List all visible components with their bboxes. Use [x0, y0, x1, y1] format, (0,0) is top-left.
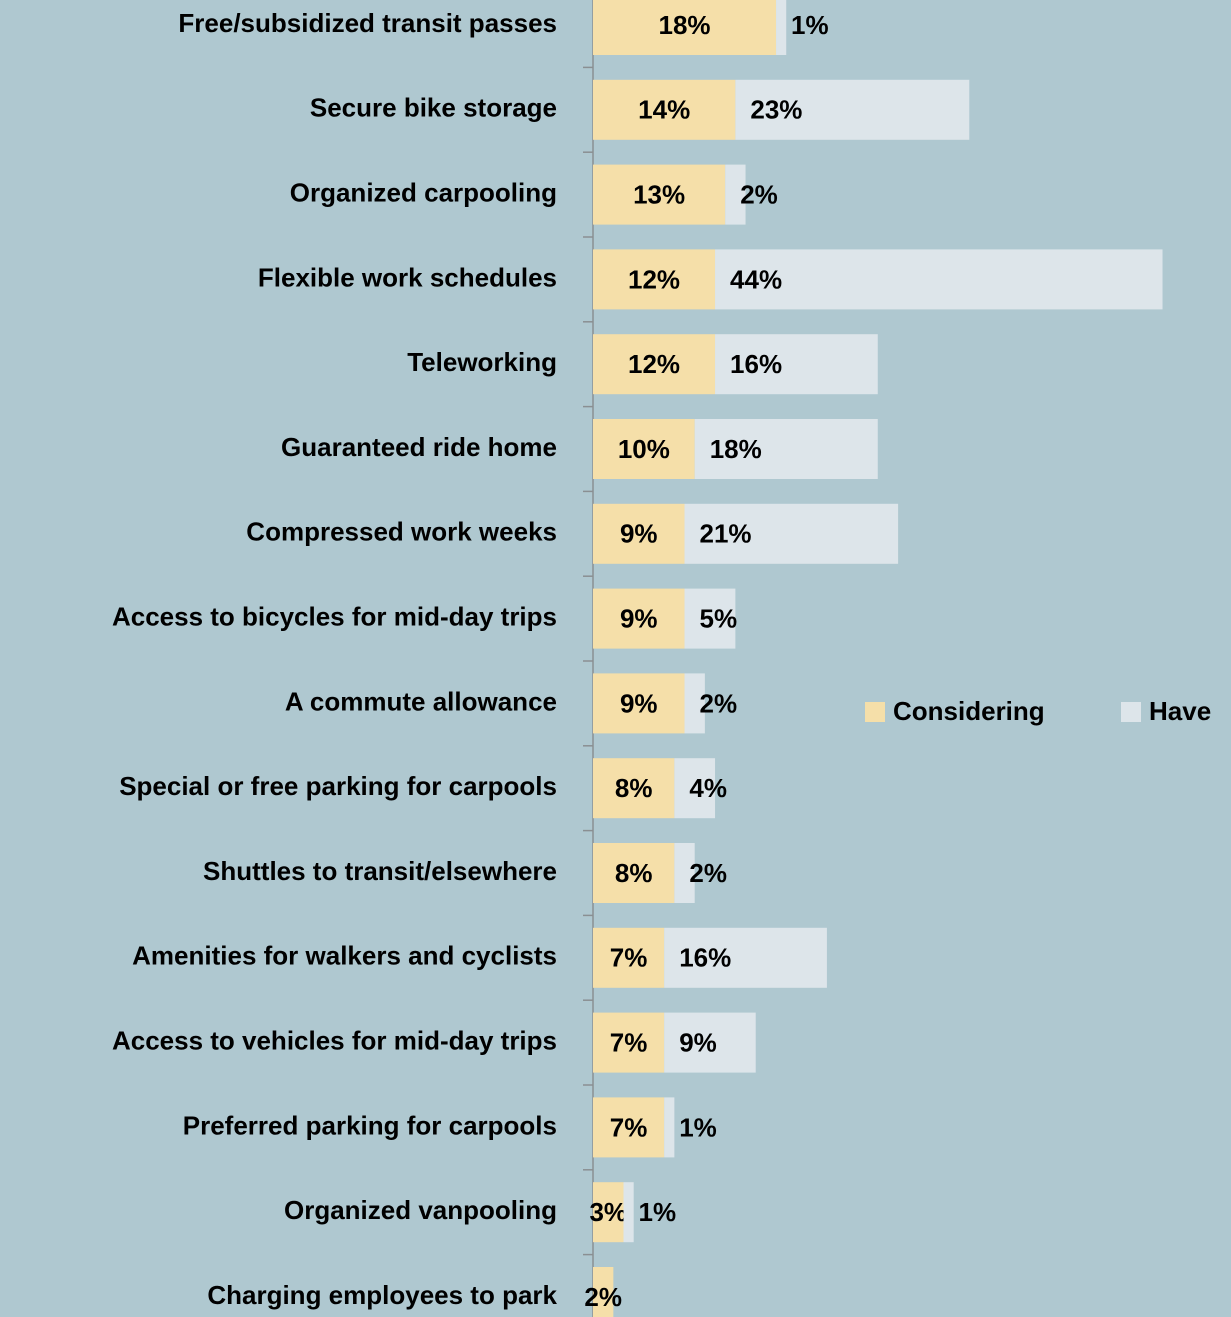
value-label: 2%	[689, 858, 727, 888]
bar-segment	[593, 588, 685, 649]
bar-segment	[593, 927, 665, 988]
value-label: 9%	[679, 1027, 717, 1057]
bar-segment	[593, 1267, 614, 1317]
value-label: 9%	[620, 519, 658, 549]
category-label: Compressed work weeks	[246, 517, 557, 547]
value-label: 14%	[638, 95, 690, 125]
category-label: Organized carpooling	[290, 177, 557, 207]
category-label: Amenities for walkers and cyclists	[132, 941, 557, 971]
bar-segment	[593, 673, 685, 734]
bar-segment	[674, 758, 716, 819]
bar-segment	[694, 419, 878, 479]
category-label: Flexible work schedules	[258, 262, 557, 292]
value-label: 12%	[628, 349, 680, 379]
bar-segment	[593, 79, 736, 140]
legend-swatch	[865, 702, 885, 722]
category-label: Special or free parking for carpools	[119, 771, 557, 801]
category-label: Charging employees to park	[207, 1280, 557, 1310]
category-label: Shuttles to transit/elsewhere	[203, 856, 557, 886]
value-label: 7%	[610, 1027, 648, 1057]
value-label: 4%	[689, 773, 727, 803]
value-label: 1%	[679, 1112, 717, 1142]
category-label: A commute allowance	[285, 686, 557, 716]
bar-segment	[593, 1097, 665, 1158]
category-label: Preferred parking for carpools	[183, 1110, 557, 1140]
bar-segment	[684, 503, 899, 564]
value-label: 7%	[610, 1112, 648, 1142]
bar-segment	[623, 1182, 634, 1243]
value-label: 12%	[628, 264, 680, 294]
value-label: 5%	[700, 603, 738, 633]
bar-segment	[684, 588, 736, 649]
bar-segment	[674, 843, 695, 903]
value-label: 9%	[620, 603, 658, 633]
bar-segment	[725, 164, 746, 225]
value-label: 9%	[620, 688, 658, 718]
legend-swatch	[1121, 702, 1141, 722]
bar-segment	[593, 419, 695, 479]
category-label: Access to vehicles for mid-day trips	[112, 1025, 557, 1055]
value-label: 3%	[589, 1197, 627, 1227]
bar-segment	[593, 0, 777, 55]
bar-segment	[593, 334, 716, 395]
value-label: 18%	[710, 434, 762, 464]
bar-segment	[593, 1182, 624, 1243]
bar-segment	[593, 758, 675, 819]
category-label: Access to bicycles for mid-day trips	[112, 601, 557, 631]
value-label: 7%	[610, 943, 648, 973]
value-label: 10%	[618, 434, 670, 464]
bar-segment	[664, 1097, 675, 1158]
value-label: 18%	[659, 10, 711, 40]
bar-segment	[593, 249, 716, 310]
value-label: 2%	[700, 688, 738, 718]
category-label: Secure bike storage	[310, 93, 557, 123]
value-label: 16%	[679, 943, 731, 973]
category-label: Teleworking	[407, 347, 557, 377]
legend-label: Considering	[893, 696, 1045, 726]
legend-label: Have	[1149, 696, 1211, 726]
bar-segment	[684, 673, 705, 734]
value-label: 13%	[633, 179, 685, 209]
category-label: Organized vanpooling	[284, 1195, 557, 1225]
value-label: 16%	[730, 349, 782, 379]
bar-segment	[593, 164, 726, 225]
bar-segment	[593, 503, 685, 564]
category-label: Guaranteed ride home	[281, 432, 557, 462]
value-label: 2%	[584, 1282, 622, 1312]
bar-segment	[776, 0, 787, 55]
bar-segment	[593, 1012, 665, 1073]
bar-segment	[593, 843, 675, 903]
bar-segment	[664, 1012, 756, 1073]
bar-segment	[715, 249, 1163, 310]
bar-segment	[664, 927, 827, 988]
value-label: 23%	[750, 95, 802, 125]
value-label: 44%	[730, 264, 782, 294]
value-label: 1%	[639, 1197, 677, 1227]
bar-segment	[715, 334, 878, 395]
value-label: 21%	[700, 519, 752, 549]
category-label: Free/subsidized transit passes	[178, 8, 557, 38]
bar-segment	[735, 79, 970, 140]
value-label: 1%	[791, 10, 829, 40]
value-label: 2%	[740, 179, 778, 209]
value-label: 8%	[615, 773, 653, 803]
value-label: 8%	[615, 858, 653, 888]
